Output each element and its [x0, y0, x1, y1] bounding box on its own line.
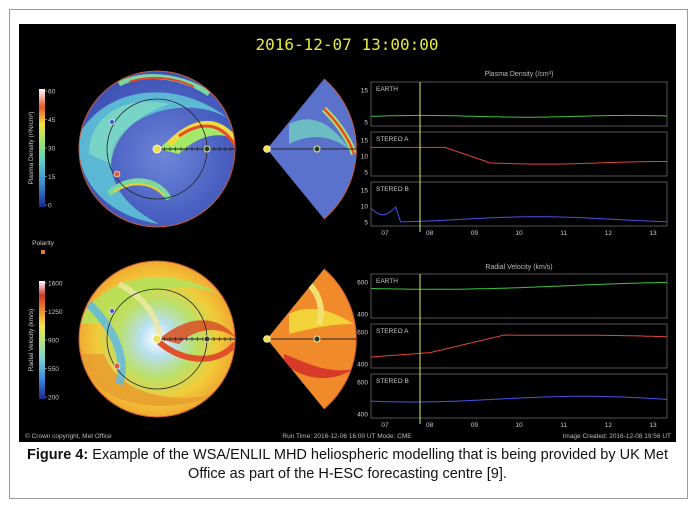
- plot-series-line: [370, 395, 668, 403]
- density-meridional-wedge: [263, 78, 357, 220]
- plot-panel-name: STEREO A: [376, 328, 409, 335]
- plot-y-tick-label: 600: [357, 380, 368, 387]
- velocity-meridional-wedge: [263, 268, 357, 410]
- colorbar-tick-label: 15: [48, 174, 56, 181]
- plot-series-line: [370, 114, 668, 118]
- stereo-a-marker: [113, 170, 121, 178]
- plot-x-tick-label: 12: [605, 422, 613, 429]
- plot-y-tick-label: 5: [364, 170, 368, 177]
- plot-x-tick-label: 07: [381, 230, 389, 237]
- plot-panel-frame: [370, 131, 668, 177]
- plot-x-tick-label: 13: [649, 422, 657, 429]
- colorbar-tick-label: 200: [48, 395, 59, 402]
- sun-marker: [152, 144, 162, 154]
- velocity-ecliptic-disk: [78, 260, 237, 418]
- plot-panel-frame: [370, 373, 668, 419]
- footer-created: Image Created: 2016-12-08 19:56 UT: [563, 433, 671, 440]
- plot-x-tick-label: 07: [381, 422, 389, 429]
- earth-marker: [203, 145, 211, 153]
- timestamp: 2016-12-07 13:00:00: [255, 35, 438, 54]
- plot-y-tick-label: 400: [357, 312, 368, 319]
- figure-caption: Figure 4: Example of the WSA/ENLIL MHD h…: [19, 446, 676, 484]
- colorbar-tick-label: 550: [48, 366, 59, 373]
- plot-series-line: [370, 206, 668, 223]
- caption-label: Figure 4:: [27, 447, 89, 463]
- plot-panel-frame: [370, 323, 668, 369]
- plot-y-tick-label: 400: [357, 362, 368, 369]
- plot-y-tick-label: 400: [357, 412, 368, 419]
- colorbar-tick-label: 45: [48, 117, 56, 124]
- plot-panel-name: STEREO B: [376, 186, 409, 193]
- velocity-colorbar: 1600 1250 900 550 200 Radial Velocity (km/s): [28, 281, 63, 402]
- figure-panel: 2016-12-07 13:00:00 60 45 30 15 0 Plasma Den…: [19, 24, 676, 442]
- plot-x-tick-label: 08: [426, 422, 434, 429]
- caption-text: Example of the WSA/ENLIL MHD heliospheri…: [88, 447, 668, 482]
- plot-panel-frame: [370, 81, 668, 127]
- plot-x-tick-label: 08: [426, 230, 434, 237]
- colorbar-tick-label: 0: [48, 203, 52, 210]
- velocity-timeseries: Radial Velocity (km/s) EARTH 600 400 STEREO…: [357, 264, 668, 429]
- plot-y-tick-label: 15: [361, 88, 369, 95]
- polarity-swatch: [41, 250, 45, 254]
- plot-x-tick-label: 10: [515, 422, 523, 429]
- plot-y-tick-label: 5: [364, 220, 368, 227]
- plot-panel-name: STEREO A: [376, 136, 409, 143]
- density-ecliptic-disk: [78, 70, 237, 228]
- velocity-plot-title: Radial Velocity (km/s): [485, 264, 552, 271]
- plot-series-line: [370, 334, 668, 358]
- model-visualization: 2016-12-07 13:00:00 60 45 30 15 0 Plasma Den…: [25, 35, 671, 440]
- plot-panel-frame: [370, 273, 668, 319]
- plot-x-tick-label: 13: [649, 230, 657, 237]
- plot-y-tick-label: 10: [361, 204, 369, 211]
- stereo-b-marker: [109, 119, 115, 125]
- velocity-colorbar-label: Radial Velocity (km/s): [28, 309, 35, 372]
- footer-copyright: © Crown copyright, Met Office: [25, 432, 112, 440]
- plot-x-tick-label: 12: [605, 230, 613, 237]
- plot-x-tick-label: 09: [471, 230, 479, 237]
- plot-series-line: [370, 281, 668, 290]
- density-plot-title: Plasma Density (/cm³): [485, 71, 554, 78]
- density-colorbar: 60 45 30 15 0 Plasma Density (r²N/cm³): [28, 89, 56, 210]
- footer-run-time: Run Time: 2016-12-06 16:00 UT Mode: CME: [282, 433, 412, 440]
- plot-panel-name: EARTH: [376, 86, 398, 93]
- colorbar-tick-label: 1600: [48, 281, 63, 288]
- plot-x-tick-label: 10: [515, 230, 523, 237]
- plot-y-tick-label: 15: [361, 138, 369, 145]
- plot-y-tick-label: 15: [361, 188, 369, 195]
- plot-x-tick-label: 11: [560, 422, 567, 429]
- plot-y-tick-label: 600: [357, 330, 368, 337]
- plot-y-tick-label: 600: [357, 280, 368, 287]
- plot-series-line: [371, 146, 667, 165]
- density-colorbar-label: Plasma Density (r²N/cm³): [28, 112, 35, 185]
- plot-x-tick-label: 11: [560, 230, 567, 237]
- plot-panel-name: STEREO B: [376, 378, 409, 385]
- density-timeseries: Plasma Density (/cm³) EARTH 15 5 STEREO A 15…: [361, 71, 668, 237]
- plot-y-tick-label: 10: [361, 154, 369, 161]
- polarity-label: Polarity: [32, 240, 54, 247]
- colorbar-tick-label: 900: [48, 338, 59, 345]
- plot-x-tick-label: 09: [471, 422, 479, 429]
- colorbar-tick-label: 1250: [48, 309, 63, 316]
- plot-panel-frame: [370, 181, 668, 227]
- plot-panel-name: EARTH: [376, 278, 398, 285]
- plot-y-tick-label: 5: [364, 120, 368, 127]
- colorbar-tick-label: 60: [48, 89, 56, 96]
- colorbar-tick-label: 30: [48, 146, 56, 153]
